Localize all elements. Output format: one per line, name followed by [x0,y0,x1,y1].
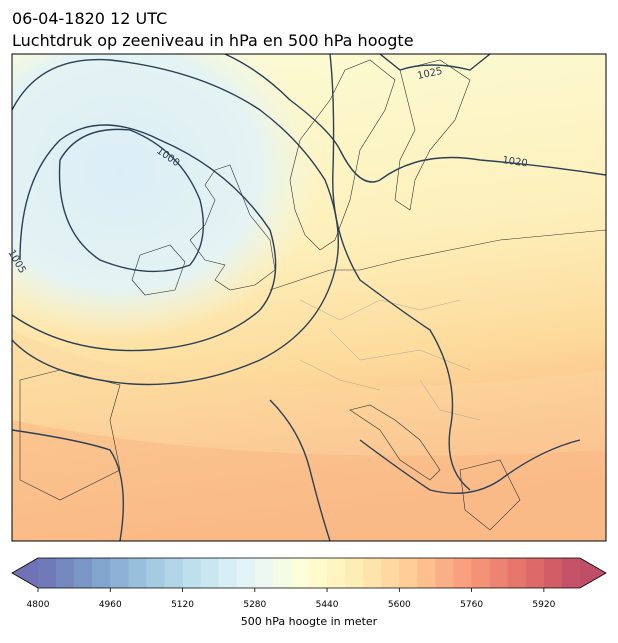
colorbar-swatch [489,558,509,588]
colorbar-extend-low [12,558,38,588]
title: 06-04-1820 12 UTC [12,9,167,28]
colorbar-tick-label: 5600 [388,600,411,610]
colorbar-swatch [182,558,202,588]
colorbar-swatch [453,558,473,588]
colorbar-tick-label: 5440 [316,600,339,610]
colorbar-outline [11,557,607,589]
colorbar-swatch [272,558,292,588]
colorbar-swatch [38,558,57,588]
colorbar-tick-label: 5760 [460,600,483,610]
colorbar-swatch [345,558,364,588]
colorbar-swatch [92,558,111,588]
colorbar-tick-label: 5120 [171,600,194,610]
colorbar-swatch [254,558,274,588]
colorbar-swatch [218,558,238,588]
colorbar-swatch [236,558,256,588]
colorbar-swatch [164,558,184,588]
colorbar-swatch [507,558,527,588]
colorbar-swatch [128,558,147,588]
colorbar-tick-label: 4960 [99,600,122,610]
colorbar-swatch [290,558,310,588]
colorbar-swatch [543,558,563,588]
colorbar-swatch [110,558,129,588]
isobar-label: 1025 [416,66,443,82]
colorbar-swatch [417,558,436,588]
colorbar-swatch [525,558,545,588]
colorbar-swatch [435,558,455,588]
colorbar-swatch [363,558,382,588]
colorbar-swatch [200,558,220,588]
colorbar-tick-label: 4800 [27,600,50,610]
isobar-label: 1020 [502,155,529,169]
colorbar-tick-label: 5280 [243,600,266,610]
colorbar-swatch [561,558,581,588]
subtitle: Luchtdruk op zeeniveau in hPa en 500 hPa… [12,31,414,50]
colorbar-swatch [56,558,75,588]
colorbar: 4800 4960 5120 5280 5440 5600 5760 5920 [11,557,607,610]
colorbar-swatch [74,558,93,588]
colorbar-swatch [309,558,328,588]
colorbar-swatch [146,558,165,588]
colorbar-swatch [327,558,346,588]
colorbar-extend-high [580,558,606,588]
map [12,54,606,541]
colorbar-tick-label: 5920 [532,600,555,610]
colorbar-swatch [381,558,400,588]
colorbar-swatch [399,558,418,588]
map-frame [11,53,607,542]
colorbar-swatch [471,558,491,588]
colorbar-label: 500 hPa hoogte in meter [241,615,378,628]
